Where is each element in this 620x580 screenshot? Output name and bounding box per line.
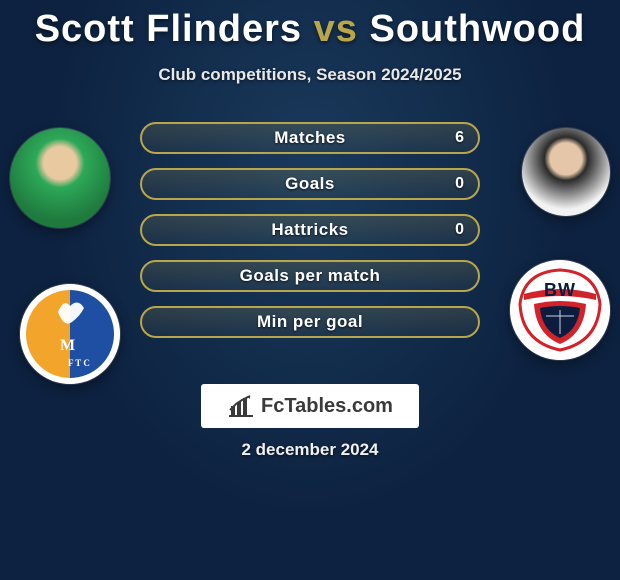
stat-min-per-goal: Min per goal <box>140 306 480 338</box>
stat-label: Matches <box>274 128 346 148</box>
watermark-text: FcTables.com <box>261 395 393 418</box>
snapshot-date: 2 december 2024 <box>0 440 620 460</box>
svg-text:F T C: F T C <box>68 358 90 368</box>
stat-matches: Matches 6 <box>140 122 480 154</box>
bolton-badge-icon: BW <box>510 260 610 360</box>
player1-avatar <box>10 128 110 228</box>
player2-avatar <box>522 128 610 216</box>
stat-label: Min per goal <box>257 312 363 332</box>
stat-hattricks: Hattricks 0 <box>140 214 480 246</box>
stats-list: Matches 6 Goals 0 Hattricks 0 Goals per … <box>140 122 480 338</box>
stat-label: Goals per match <box>240 266 381 286</box>
subtitle: Club competitions, Season 2024/2025 <box>0 65 620 85</box>
svg-text:M: M <box>60 337 75 354</box>
stat-value-right: 6 <box>455 129 464 147</box>
mansfield-badge-icon: M F T C <box>20 284 120 384</box>
stat-label: Goals <box>285 174 335 194</box>
player2-club-badge: BW <box>510 260 610 360</box>
stat-goals: Goals 0 <box>140 168 480 200</box>
comparison-title: Scott Flinders vs Southwood <box>0 0 620 51</box>
stat-label: Hattricks <box>271 220 348 240</box>
stat-goals-per-match: Goals per match <box>140 260 480 292</box>
player2-name: Southwood <box>369 8 585 50</box>
stat-value-right: 0 <box>455 175 464 193</box>
stat-value-right: 0 <box>455 221 464 239</box>
vs-label: vs <box>314 8 358 50</box>
player1-name: Scott Flinders <box>35 8 302 50</box>
fctables-watermark: FcTables.com <box>201 384 419 428</box>
svg-text:BW: BW <box>544 280 576 300</box>
bar-chart-icon <box>227 394 255 418</box>
player1-club-badge: M F T C <box>20 284 120 384</box>
